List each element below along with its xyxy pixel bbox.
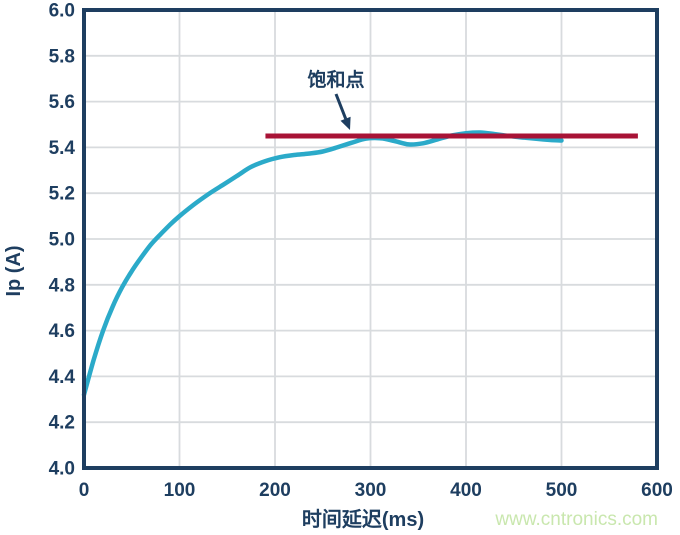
y-tick-label: 4.0 — [49, 459, 75, 480]
y-tick-label: 5.6 — [49, 92, 75, 113]
saturation-annotation-label: 饱和点 — [307, 68, 364, 91]
y-tick-label: 4.8 — [49, 275, 75, 296]
y-tick-label: 5.0 — [49, 230, 75, 251]
y-tick-label: 4.2 — [49, 413, 75, 434]
annotation-arrow-icon — [334, 93, 351, 130]
x-tick-label: 500 — [546, 480, 578, 501]
y-tick-label: 5.8 — [49, 46, 75, 67]
x-tick-label: 300 — [355, 480, 387, 501]
series-layer — [81, 130, 638, 397]
plot-frame — [82, 8, 659, 470]
ip-curve — [81, 130, 564, 397]
y-tick-label: 5.4 — [49, 138, 76, 159]
x-axis-title: 时间延迟(ms) — [302, 507, 424, 531]
y-tick-label: 6.0 — [49, 1, 75, 22]
y-tick-label: 4.4 — [49, 367, 76, 388]
x-tick-label: 600 — [641, 480, 673, 501]
tick-labels: 0 100 200 300 400 500 600 4.0 4.2 4.4 4.6 4.8 5.0 5.2… — [49, 1, 673, 502]
y-tick-label: 5.2 — [49, 184, 75, 205]
x-tick-label: 0 — [79, 480, 90, 501]
y-axis-title: Ip (A) — [3, 245, 25, 296]
watermark-text: www.cntronics.com — [494, 509, 658, 530]
x-tick-label: 100 — [164, 480, 196, 501]
y-tick-label: 4.6 — [49, 321, 75, 342]
grid-layer — [84, 10, 657, 468]
x-tick-label: 400 — [450, 480, 482, 501]
x-tick-label: 200 — [259, 480, 291, 501]
